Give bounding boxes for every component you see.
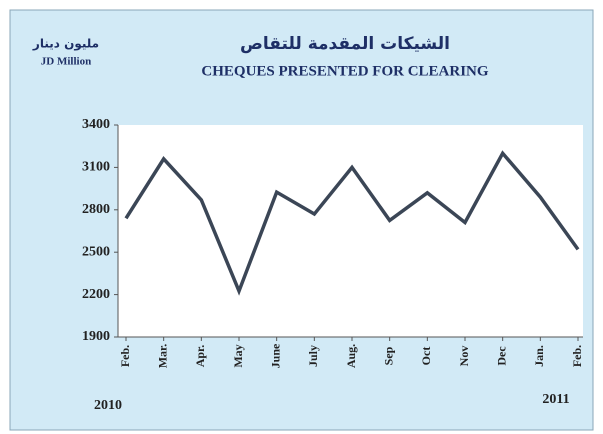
chart-title: CHEQUES PRESENTED FOR CLEARING (201, 63, 488, 79)
x-tick-label: Feb. (118, 345, 132, 367)
y-tick-label: 2500 (82, 244, 110, 259)
unit-label: JD Million (41, 56, 91, 68)
data-line (124, 150, 580, 296)
title-ar: الشيكات المقدمة للتقاص (240, 34, 450, 54)
x-tick-label: Mar. (155, 344, 169, 369)
plot: 1900 2200 2500 2800 3100 3400 Feb. Mar. Apr. May J… (82, 117, 584, 368)
x-tick-label: Sep (381, 346, 395, 365)
x-tick-label: July (306, 345, 320, 367)
y-tick-label: 1900 (82, 329, 110, 344)
x-tick-label: Aug. (344, 344, 358, 368)
x-tick-label: Feb. (570, 345, 584, 367)
x-tick-label: Apr. (193, 345, 207, 368)
unit-ar: مليون دينار (32, 37, 99, 52)
x-tick-label: Oct (419, 347, 433, 366)
x-tick-label: Dec (494, 346, 508, 366)
y-tick-label: 2200 (82, 287, 110, 302)
x-tick-label: June (268, 343, 282, 368)
plot-area (118, 125, 583, 337)
year-label: 2011 (542, 392, 569, 407)
x-tick-label: May (231, 344, 245, 367)
year-label: 2010 (94, 398, 122, 413)
x-tick-label: Jan. (532, 345, 546, 367)
y-tick-label: 3100 (82, 160, 110, 175)
y-tick-label: 2800 (82, 202, 110, 217)
x-tick-label: Nov (457, 346, 471, 367)
y-tick-label: 3400 (82, 117, 110, 132)
